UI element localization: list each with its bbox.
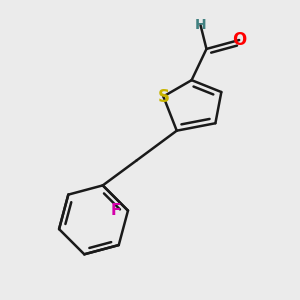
Text: O: O — [232, 31, 246, 49]
Text: H: H — [195, 18, 206, 32]
Text: S: S — [158, 88, 169, 106]
Text: F: F — [111, 202, 121, 217]
